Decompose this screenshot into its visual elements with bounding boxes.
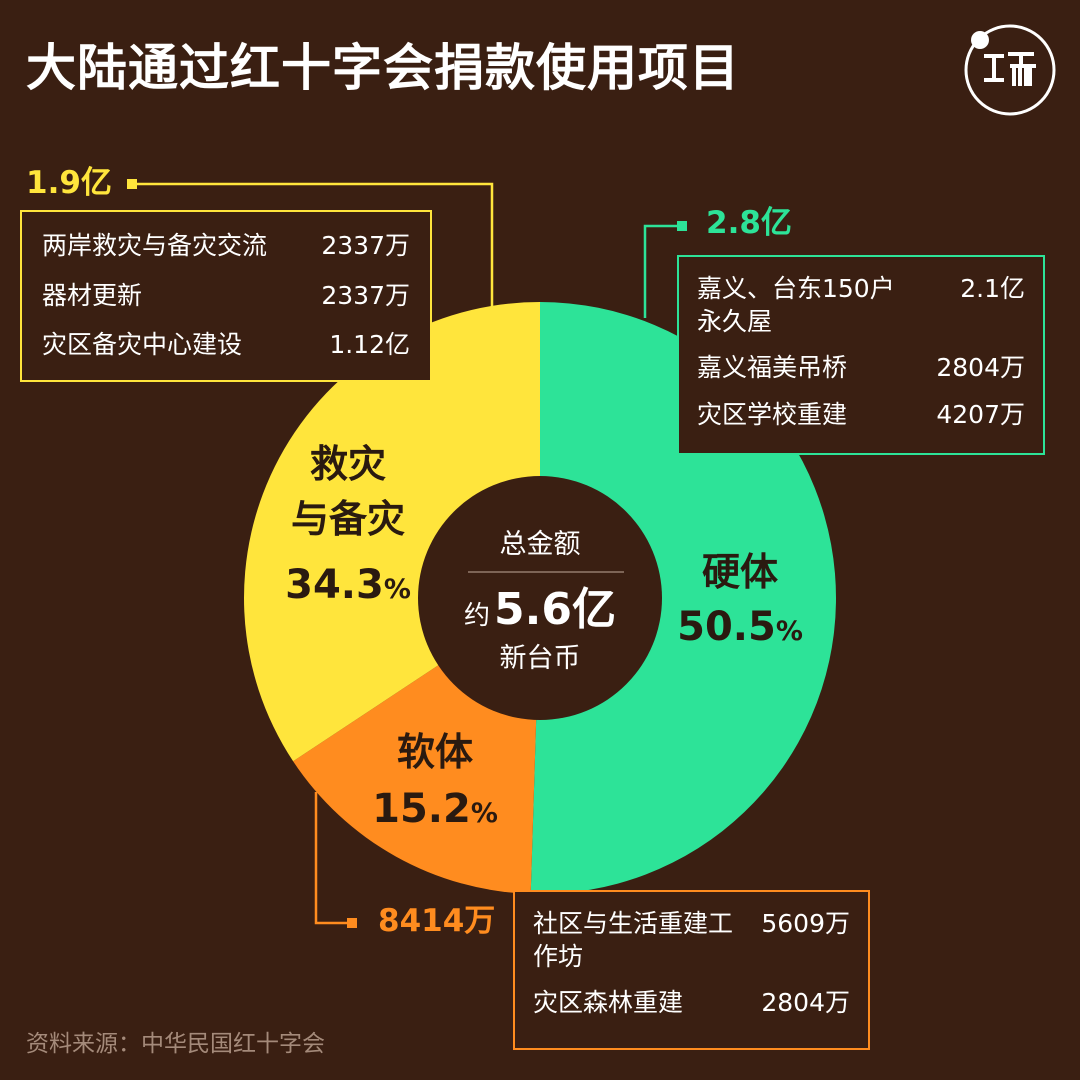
hardware-item-amount: 2.1亿 [960,274,1025,303]
brand-logo-icon [964,24,1056,116]
center-unit: 新台币 [500,643,581,674]
hardware-item-name: 灾区学校重建 [697,399,848,429]
hardware-item-name: 嘉义、台东150户永久屋 [697,274,895,336]
slice-label-relief-1: 救灾 [310,442,386,486]
slice-pct-hardware: 50.5% [677,604,803,650]
slice-label-software: 软体 [397,730,473,774]
software-detail-box: 社区与生活重建工作坊 5609万灾区森林重建 2804万 [513,890,870,1050]
relief-item-amount: 1.12亿 [329,330,410,359]
software-item-amount: 5609万 [761,909,850,938]
hardware-item-0: 嘉义、台东150户永久屋 2.1亿 [697,273,1025,338]
relief-total: 1.9亿 [26,165,112,201]
software-total: 8414万 [378,903,496,939]
relief-item-name: 器材更新 [42,280,143,310]
hardware-detail-box: 嘉义、台东150户永久屋 2.1亿嘉义福美吊桥 2804万灾区学校重建 4207万 [677,255,1045,455]
hardware-total: 2.8亿 [706,205,792,241]
slice-pct-software: 15.2% [372,786,498,832]
page-title: 大陆通过红十字会捐款使用项目 [26,39,740,97]
software-connector [314,792,352,925]
relief-item-1: 器材更新 2337万 [42,280,410,313]
center-amount: 5.6亿 [494,584,616,635]
hardware-item-1: 嘉义福美吊桥 2804万 [697,352,1025,385]
hardware-item-amount: 2804万 [936,353,1025,382]
relief-item-2: 灾区备灾中心建设 1.12亿 [42,329,410,362]
software-item-0: 社区与生活重建工作坊 5609万 [533,908,850,973]
software-item-amount: 2804万 [761,988,850,1017]
hardware-item-amount: 4207万 [936,399,1025,429]
source-note: 资料来源：中华民国红十字会 [26,1031,325,1057]
center-prefix: 约 [464,601,490,631]
slice-label-relief-2: 与备灾 [291,497,405,541]
hardware-item-name: 嘉义福美吊桥 [697,353,848,382]
hardware-connector-end [677,221,687,231]
relief-connector [132,182,494,310]
relief-detail-box: 两岸救灾与备灾交流 2337万 器材更新 2337万 灾区备灾中心建设 1.12亿 [20,210,432,382]
center-amount-line: 约5.6亿 [464,584,616,635]
slice-label-hardware: 硬体 [702,550,778,594]
software-item-1: 灾区森林重建 2804万 [533,987,850,1020]
center-top-label: 总金额 [500,529,581,560]
relief-item-amount: 2337万 [321,231,410,260]
relief-item-name: 两岸救灾与备灾交流 [42,231,268,260]
hardware-item-2: 灾区学校重建 4207万 [697,399,1025,432]
relief-item-amount: 2337万 [321,280,410,310]
software-item-name: 社区与生活重建工作坊 [533,909,734,971]
slice-pct-relief: 34.3% [285,562,411,608]
relief-connector-end [127,179,137,189]
donut-center [418,476,662,720]
software-item-name: 灾区森林重建 [533,988,684,1017]
relief-item-name: 灾区备灾中心建设 [42,330,243,359]
relief-item-0: 两岸救灾与备灾交流 2337万 [42,230,410,263]
software-connector-end [347,918,357,928]
hardware-connector [643,224,682,318]
